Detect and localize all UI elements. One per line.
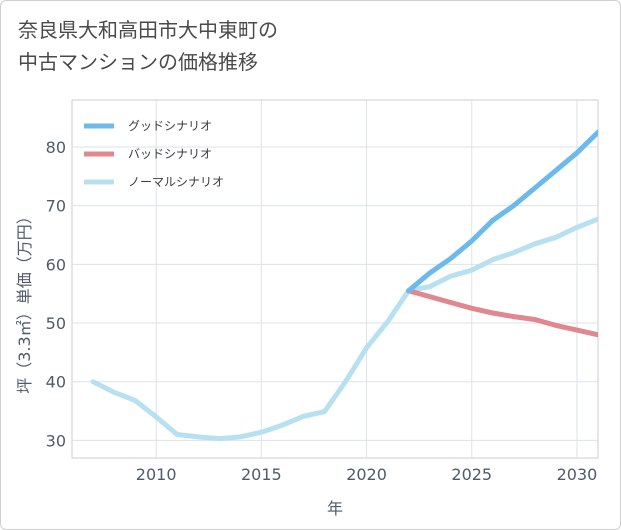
x-tick-label: 2030: [557, 465, 598, 484]
series-line-2: [90, 216, 598, 442]
y-tick-label: 30: [46, 431, 66, 450]
y-tick-label: 40: [46, 373, 66, 392]
x-tick-label: 2015: [241, 465, 282, 484]
legend-label-0: グッドシナリオ: [128, 119, 212, 133]
x-axis-label: 年: [327, 499, 343, 518]
chart-title-line-2: 中古マンションの価格推移: [18, 50, 258, 74]
y-tick-label: 60: [46, 255, 66, 274]
series-line-0: [406, 129, 598, 294]
y-axis-label: 坪（3.3㎡）単価（万円）: [15, 208, 34, 393]
y-tick-label: 80: [46, 138, 66, 157]
chart-title-line-1: 奈良県大和高田市大中東町の: [18, 18, 278, 42]
x-tick-label: 2020: [346, 465, 387, 484]
series-lines: [90, 129, 598, 442]
legend-label-2: ノーマルシナリオ: [128, 175, 224, 189]
y-tick-label: 50: [46, 314, 66, 333]
x-tick-label: 2025: [451, 465, 492, 484]
y-axis-ticks: 30 40 50 60 70 80: [46, 138, 66, 450]
x-tick-label: 2010: [136, 465, 177, 484]
series-line-1: [406, 288, 598, 338]
y-tick-label: 70: [46, 197, 66, 216]
x-axis-ticks: 2010 2015 2020 2025 2030: [136, 465, 598, 484]
legend-label-1: バッドシナリオ: [128, 147, 212, 161]
chart-title: 奈良県大和高田市大中東町の 中古マンションの価格推移: [18, 14, 278, 78]
